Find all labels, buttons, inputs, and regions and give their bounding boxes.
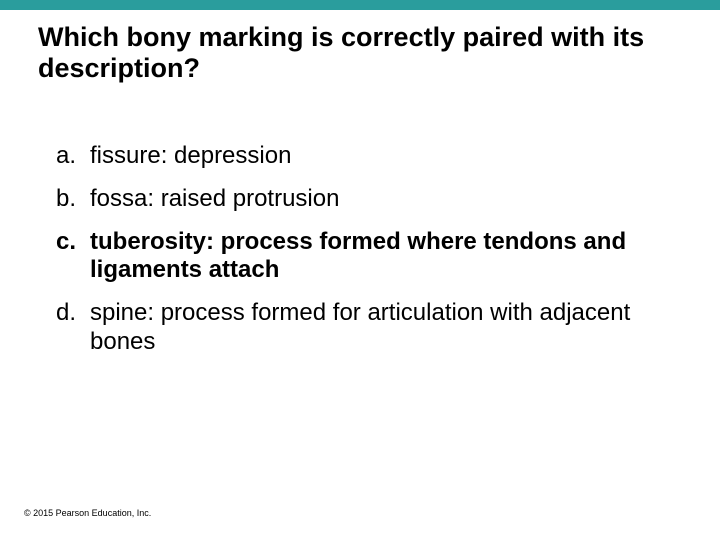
slide-top-bar xyxy=(0,0,720,10)
option-letter: d. xyxy=(56,299,90,357)
option-letter: a. xyxy=(56,142,90,171)
option-b: b. fossa: raised protrusion xyxy=(56,185,682,214)
option-letter: c. xyxy=(56,228,90,286)
option-text: fissure: depression xyxy=(90,142,682,171)
question-title: Which bony marking is correctly paired w… xyxy=(38,22,682,84)
option-letter: b. xyxy=(56,185,90,214)
copyright-text: © 2015 Pearson Education, Inc. xyxy=(24,508,151,518)
option-c: c. tuberosity: process formed where tend… xyxy=(56,228,682,286)
option-text: tuberosity: process formed where tendons… xyxy=(90,228,682,286)
option-text: fossa: raised protrusion xyxy=(90,185,682,214)
slide-content: Which bony marking is correctly paired w… xyxy=(0,10,720,357)
option-a: a. fissure: depression xyxy=(56,142,682,171)
options-list: a. fissure: depression b. fossa: raised … xyxy=(38,142,682,357)
option-text: spine: process formed for articulation w… xyxy=(90,299,682,357)
option-d: d. spine: process formed for articulatio… xyxy=(56,299,682,357)
